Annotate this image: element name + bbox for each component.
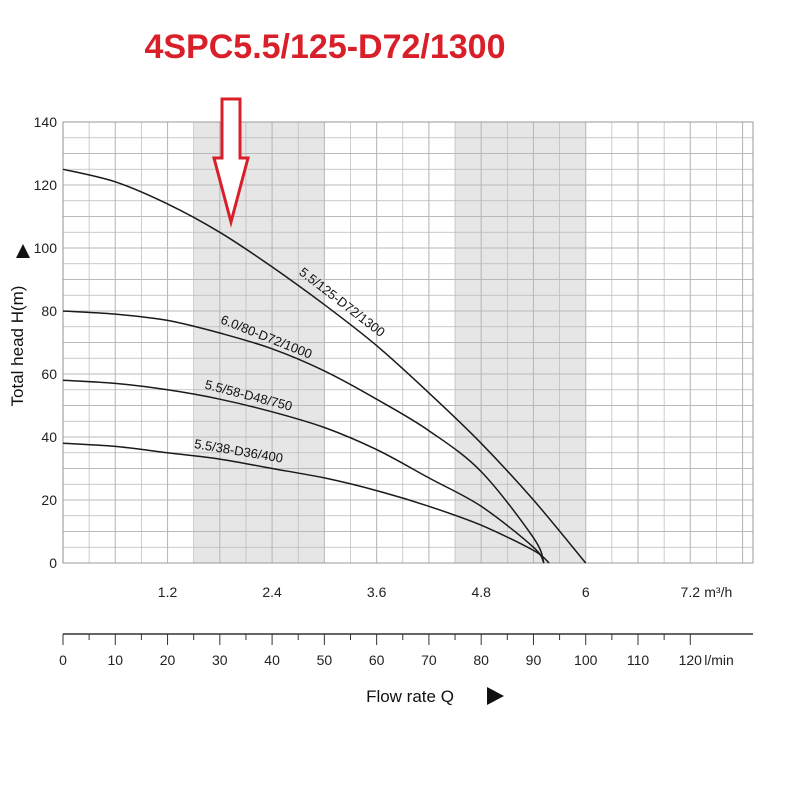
x-tick-label-lmin: 80: [473, 652, 489, 668]
curve-1: [62, 310, 545, 564]
y-tick-label: 40: [41, 429, 57, 445]
x-tick-label-m3h: 2.4: [262, 584, 282, 600]
x-tick-label-lmin: 110: [627, 652, 650, 668]
red-down-arrow-icon: [212, 97, 250, 228]
x-unit-m3h: m³/h: [704, 584, 732, 600]
x-tick-label-lmin: 90: [526, 652, 542, 668]
x-tick-label-lmin: 20: [160, 652, 176, 668]
performance-curves: [62, 168, 587, 564]
x-tick-label-m3h: 1.2: [158, 584, 178, 600]
plot-frame: [62, 121, 754, 564]
x-tick-label-m3h: 4.8: [471, 584, 491, 600]
y-tick-label: 120: [34, 177, 58, 193]
x-tick-label-lmin: 100: [574, 652, 598, 668]
chart-title: 4SPC5.5/125-D72/1300: [144, 28, 505, 66]
x-tick-label-m3h: 3.6: [367, 584, 387, 600]
grid-lines: [62, 121, 754, 564]
x-tick-label-lmin: 10: [107, 652, 123, 668]
x-tick-label-lmin: 0: [59, 652, 67, 668]
y-tick-label: 20: [41, 492, 57, 508]
curve-3: [62, 442, 550, 564]
y-axis-label: Total head H(m): [8, 286, 27, 407]
curve-0: [62, 168, 587, 564]
x-tick-label-m3h: 7.2: [681, 584, 701, 600]
curve-2: [62, 379, 545, 564]
x-tick-label-lmin: 60: [369, 652, 385, 668]
y-tick-label: 60: [41, 366, 57, 382]
y-tick-label: 140: [34, 114, 58, 130]
x-tick-label-lmin: 50: [317, 652, 333, 668]
y-tick-labels: 0 20 40 60 80 100 120 140: [34, 114, 58, 571]
y-tick-label: 100: [34, 240, 58, 256]
x-axis-label: Flow rate Q: [366, 687, 454, 706]
x-tick-label-lmin: 30: [212, 652, 228, 668]
x-tick-labels-m3h: 1.2 2.4 3.6 4.8 6 7.2 m³/h: [158, 584, 732, 600]
y-axis-arrow-icon: [16, 244, 30, 258]
x-tick-label-lmin: 40: [264, 652, 280, 668]
y-tick-label: 80: [41, 303, 57, 319]
x-tick-label-lmin: 120: [679, 652, 703, 668]
y-tick-label: 0: [49, 555, 57, 571]
x-axis-arrow-icon: [487, 687, 504, 705]
x-tick-label-m3h: 6: [582, 584, 590, 600]
x-tick-label-lmin: 70: [421, 652, 437, 668]
lmin-axis: 0 10 20 30 40 50 60 70 80 90 100 110 120 l/min: [59, 633, 753, 668]
x-unit-lmin: l/min: [704, 652, 734, 668]
